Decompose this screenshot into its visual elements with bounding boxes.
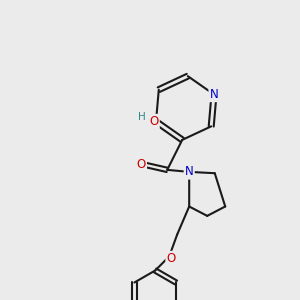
Text: H: H [138, 112, 146, 122]
Text: N: N [210, 88, 218, 101]
Text: O: O [149, 115, 159, 128]
Text: N: N [185, 165, 194, 178]
Text: O: O [136, 158, 146, 171]
Text: O: O [167, 252, 176, 265]
